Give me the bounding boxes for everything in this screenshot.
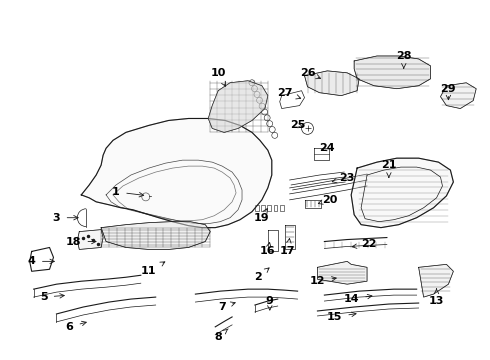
Text: 20: 20: [318, 195, 337, 205]
Bar: [261, 205, 265, 211]
Polygon shape: [77, 230, 103, 249]
Polygon shape: [351, 158, 453, 228]
Text: 28: 28: [396, 51, 412, 68]
Text: 7: 7: [219, 302, 235, 312]
Text: 4: 4: [28, 256, 54, 266]
Text: 17: 17: [280, 238, 295, 256]
Polygon shape: [354, 56, 431, 89]
Text: 10: 10: [211, 68, 226, 86]
Text: 13: 13: [429, 289, 444, 306]
Text: 6: 6: [66, 321, 86, 332]
Polygon shape: [418, 264, 453, 297]
Text: 15: 15: [327, 312, 356, 322]
Text: 14: 14: [343, 294, 372, 304]
Text: 22: 22: [352, 239, 377, 249]
Text: 9: 9: [266, 296, 274, 310]
Text: 2: 2: [254, 268, 269, 282]
Text: 5: 5: [40, 292, 64, 302]
Bar: [280, 205, 284, 211]
Polygon shape: [318, 261, 367, 284]
Bar: [268, 205, 271, 211]
Polygon shape: [81, 118, 272, 228]
Polygon shape: [101, 222, 210, 249]
Bar: [273, 205, 277, 211]
Text: 24: 24: [319, 143, 335, 153]
Text: 29: 29: [441, 84, 456, 100]
Text: 26: 26: [300, 68, 320, 79]
Text: 8: 8: [214, 329, 228, 342]
Bar: [255, 205, 259, 211]
Text: 25: 25: [290, 121, 305, 130]
Text: 21: 21: [381, 160, 396, 177]
Polygon shape: [441, 83, 476, 109]
Text: 11: 11: [141, 262, 165, 276]
Polygon shape: [208, 81, 268, 132]
Text: 12: 12: [310, 276, 336, 286]
Text: 1: 1: [112, 187, 144, 197]
Text: 16: 16: [260, 242, 276, 256]
Text: 23: 23: [332, 173, 355, 183]
Polygon shape: [305, 71, 359, 96]
Text: 27: 27: [277, 88, 301, 99]
Text: 19: 19: [254, 208, 270, 223]
Text: 3: 3: [52, 213, 78, 223]
Text: 18: 18: [66, 237, 96, 247]
